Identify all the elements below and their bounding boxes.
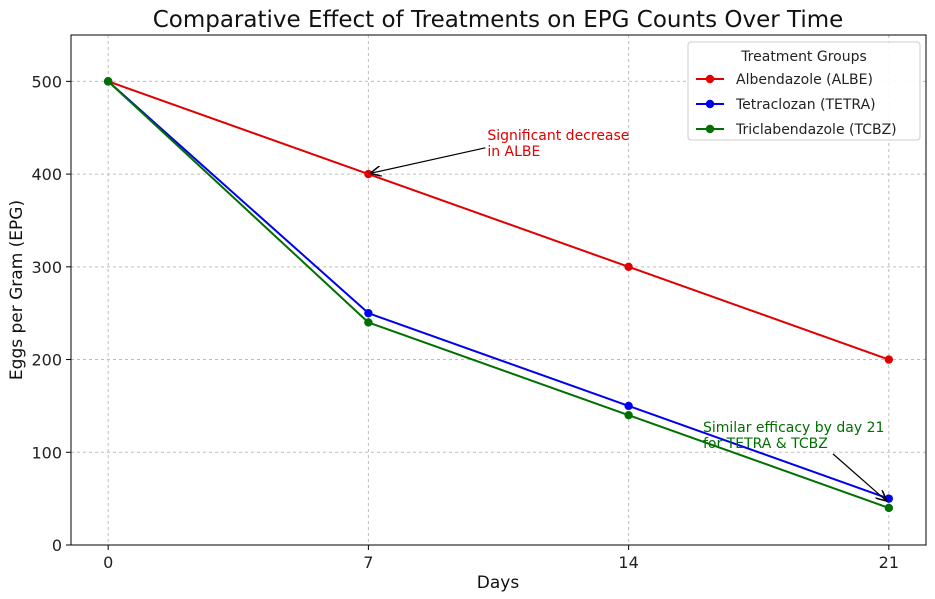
annotation-line: for TETRA & TCBZ	[703, 436, 828, 452]
chart-title: Comparative Effect of Treatments on EPG …	[153, 7, 844, 33]
legend-title: Treatment Groups	[740, 49, 867, 65]
axes-layer: 0 7 14 21 0 100 200 300 400 500	[31, 34, 927, 572]
data-point-series-0	[884, 355, 894, 364]
legend-label-0: Albendazole (ALBE)	[736, 72, 873, 88]
legend-marker-1	[705, 99, 715, 109]
y-tick-label: 400	[31, 165, 62, 184]
legend: Treatment Groups Albendazole (ALBE) Tetrac…	[687, 41, 921, 141]
data-point-series-1	[884, 494, 894, 503]
x-axis-label: Days	[477, 573, 520, 593]
series-line-0	[107, 80, 890, 361]
x-tick-label: 21	[879, 553, 899, 572]
legend-label-2: Triclabendazole (TCBZ)	[735, 122, 897, 138]
legend-marker-0	[705, 74, 715, 84]
data-point-series-1	[364, 308, 373, 318]
y-tick-label: 300	[31, 258, 62, 277]
data-point-series-2	[364, 318, 373, 327]
data-point-series-2	[103, 77, 113, 86]
y-tick-label: 500	[31, 72, 62, 91]
plot-frame	[70, 34, 927, 546]
annotation-line: Significant decrease	[487, 128, 629, 144]
data-point-series-2	[624, 410, 633, 420]
data-point-series-1	[624, 401, 633, 411]
data-point-series-0	[364, 169, 373, 179]
series-layer	[103, 77, 894, 513]
data-point-series-0	[624, 262, 633, 272]
x-tick-label: 14	[618, 553, 638, 572]
annotation-line: in ALBE	[487, 144, 540, 160]
legend-marker-2	[705, 124, 715, 134]
annotation-arrow-0	[371, 147, 486, 173]
legend-box	[687, 41, 921, 141]
annotation-layer: Significant decrease in ALBE Similar effic…	[371, 128, 885, 500]
y-tick-label: 100	[31, 443, 62, 462]
x-tick-label: 0	[103, 553, 113, 572]
annotation-line: Similar efficacy by day 21	[703, 420, 884, 436]
series-line-1	[107, 80, 890, 500]
y-tick-label: 0	[52, 536, 62, 555]
series-line-2	[107, 80, 890, 509]
annotation-arrow-1	[832, 453, 886, 500]
x-tick-label: 7	[363, 553, 373, 572]
annotation-text-0: Significant decrease in ALBE	[487, 128, 629, 160]
y-tick-label: 200	[31, 351, 62, 370]
annotation-text-1: Similar efficacy by day 21 for TETRA & TC…	[703, 420, 884, 452]
legend-label-1: Tetraclozan (TETRA)	[735, 97, 876, 113]
data-point-series-2	[884, 503, 894, 513]
y-axis-label: Eggs per Gram (EPG)	[7, 200, 27, 380]
